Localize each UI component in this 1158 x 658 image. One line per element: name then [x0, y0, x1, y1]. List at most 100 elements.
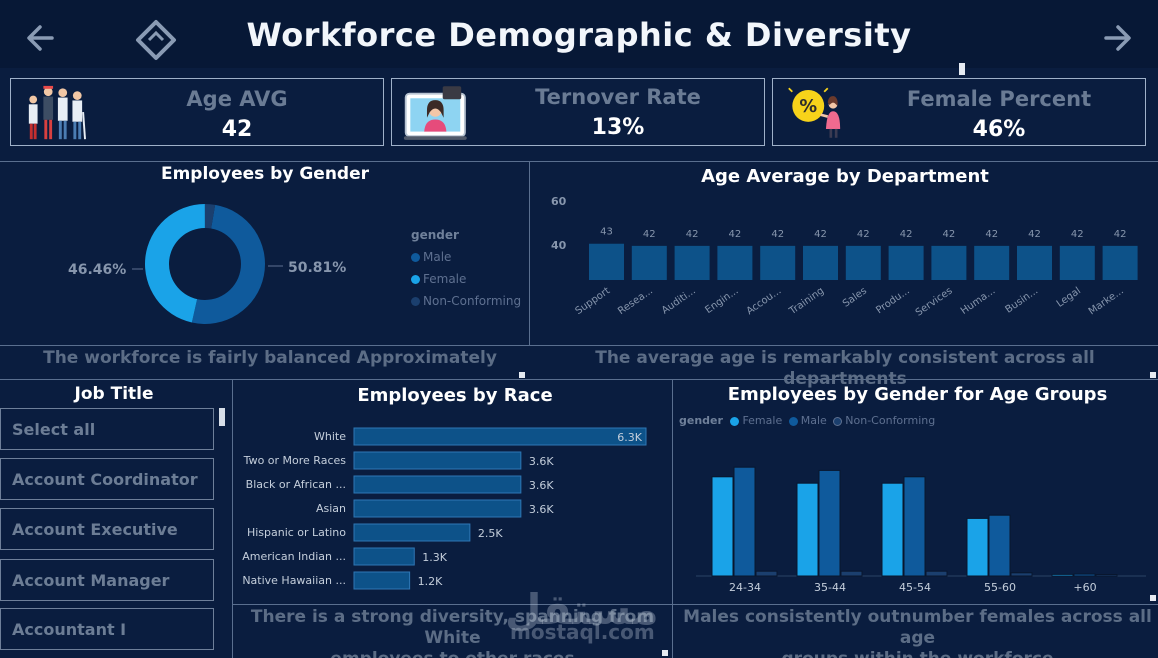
- x-tick-label: Resea...: [616, 285, 655, 317]
- x-tick-label: Engin...: [703, 285, 740, 316]
- race-bar-3: [353, 499, 522, 518]
- race-bar-4: [353, 523, 471, 542]
- race-bar-1: [353, 451, 522, 470]
- race-bar-2: [353, 475, 522, 494]
- forward-arrow-icon[interactable]: [1096, 18, 1136, 58]
- legend-item-female[interactable]: Female: [730, 414, 782, 427]
- bar-12: [1102, 245, 1138, 280]
- divider: [672, 380, 673, 658]
- slicer-item[interactable]: Account Coordinator: [0, 458, 214, 500]
- bar-value-label: 42: [943, 229, 956, 240]
- x-tick-label: Produ...: [874, 285, 912, 316]
- male-dot-icon: [411, 253, 420, 262]
- bar-value-label: 43: [600, 227, 613, 238]
- divider: [232, 380, 233, 658]
- x-tick-label: Marke...: [1087, 285, 1126, 317]
- race-bar-0: [353, 427, 647, 446]
- divider: [232, 604, 1158, 605]
- race-value-label: 3.6K: [529, 503, 554, 516]
- watermark-logo: مستقل: [505, 585, 659, 634]
- divider: [0, 161, 1158, 162]
- race-category-label: White: [314, 430, 346, 443]
- bookmark-diamond-icon[interactable]: [134, 18, 178, 62]
- legend-item-male[interactable]: Male: [411, 246, 521, 268]
- gender-legend: gender Male Female Non-Conforming: [411, 224, 521, 312]
- kpi-label: Female Percent: [906, 87, 1092, 111]
- race-bar-5: [353, 547, 415, 566]
- female-dot-icon: [411, 275, 420, 284]
- kpi-label: Age AVG: [186, 87, 288, 111]
- bar-4: [760, 245, 796, 280]
- kpi-card-turnover: Ternover Rate 13%: [391, 78, 765, 146]
- age-group-bar-non-conforming: [1010, 572, 1033, 577]
- female-dot-icon: [730, 416, 740, 426]
- slicer-item[interactable]: Accountant I: [0, 608, 214, 650]
- resize-handle[interactable]: [1150, 372, 1156, 378]
- bar-value-label: 42: [686, 229, 699, 240]
- slicer-item[interactable]: Account Manager: [0, 559, 214, 601]
- bar-value-label: 42: [857, 229, 870, 240]
- legend-item-female[interactable]: Female: [411, 268, 521, 290]
- donut-label-male: 50.81%: [288, 260, 346, 276]
- age-group-tick-label: +60: [1073, 581, 1096, 594]
- age-group-legend: gender Female Male Non-Conforming: [679, 414, 935, 427]
- age-group-bar-non-conforming: [755, 570, 778, 577]
- kpi-card-female: % Female Percent 46%: [772, 78, 1146, 146]
- race-value-label: 3.6K: [529, 455, 554, 468]
- divider: [0, 379, 1158, 380]
- svg-text:%: %: [799, 97, 817, 117]
- non-conforming-dot-icon: [411, 297, 420, 306]
- age-by-department-bar-chart[interactable]: 60 40 43 Support 42 Resea... 42 Auditi... 42 Engi…: [531, 190, 1151, 340]
- gender-legend-title: gender: [411, 228, 459, 242]
- slicer-scrollbar[interactable]: [219, 408, 225, 426]
- bar-6: [845, 245, 881, 280]
- age-group-chart-title: Employees by Gender for Age Groups: [727, 384, 1108, 405]
- resize-handle[interactable]: [519, 372, 525, 378]
- age-group-bar-chart[interactable]: 24-34 35-44 45-54 55-60 +60: [676, 430, 1156, 600]
- gender-donut-chart[interactable]: 46.46% 50.81%: [0, 186, 420, 356]
- race-bar-chart[interactable]: White 6.3K Two or More Races 3.6K Black or A…: [236, 420, 666, 600]
- bar-11: [1059, 245, 1095, 280]
- age-group-legend-title: gender: [679, 414, 723, 427]
- age-group-bar-female: [1051, 573, 1074, 577]
- age-group-tick-label: 24-34: [729, 581, 761, 594]
- age-group-bar-female: [796, 482, 819, 577]
- x-tick-label: Support: [574, 285, 613, 317]
- race-value-label: 1.2K: [418, 575, 443, 588]
- age-group-bar-non-conforming: [840, 570, 863, 577]
- back-arrow-icon[interactable]: [22, 18, 62, 58]
- kpi-label: Ternover Rate: [535, 85, 701, 109]
- race-value-label: 2.5K: [478, 527, 503, 540]
- bar-10: [1017, 245, 1052, 280]
- slicer-item[interactable]: Account Executive: [0, 508, 214, 550]
- bar-value-label: 42: [1071, 229, 1084, 240]
- race-value-label: 3.6K: [529, 479, 554, 492]
- age-group-insight-line: groups within the workforce: [680, 649, 1155, 658]
- legend-item-male[interactable]: Male: [788, 414, 827, 427]
- video-call-icon: [403, 86, 467, 140]
- age-group-bar-non-conforming: [925, 570, 948, 577]
- donut-slice-male: [191, 204, 265, 324]
- scroll-handle[interactable]: [959, 63, 965, 75]
- age-group-bar-female: [966, 517, 989, 577]
- age-group-bar-male: [1073, 573, 1096, 577]
- resize-handle[interactable]: [1150, 595, 1156, 601]
- age-group-tick-label: 55-60: [984, 581, 1016, 594]
- legend-item-non-conforming[interactable]: Non-Conforming: [833, 414, 935, 427]
- age-group-tick-label: 35-44: [814, 581, 846, 594]
- percent-woman-icon: %: [788, 87, 841, 138]
- race-insight: There is a strong diversity, spanning fr…: [240, 607, 665, 658]
- bar-0: [589, 243, 624, 280]
- x-tick-label: Accou...: [745, 285, 784, 317]
- age-group-bar-male: [988, 514, 1011, 577]
- race-category-label: Asian: [316, 502, 346, 515]
- legend-item-non-conforming[interactable]: Non-Conforming: [411, 290, 521, 312]
- bar-value-label: 42: [771, 229, 784, 240]
- bar-value-label: 42: [1028, 229, 1041, 240]
- y-tick-label: 40: [551, 239, 567, 252]
- slicer-item-select-all[interactable]: Select all: [0, 408, 214, 450]
- x-tick-label: Services: [914, 285, 955, 318]
- bar-1: [631, 245, 667, 280]
- bar-9: [974, 245, 1010, 280]
- resize-handle[interactable]: [662, 650, 668, 656]
